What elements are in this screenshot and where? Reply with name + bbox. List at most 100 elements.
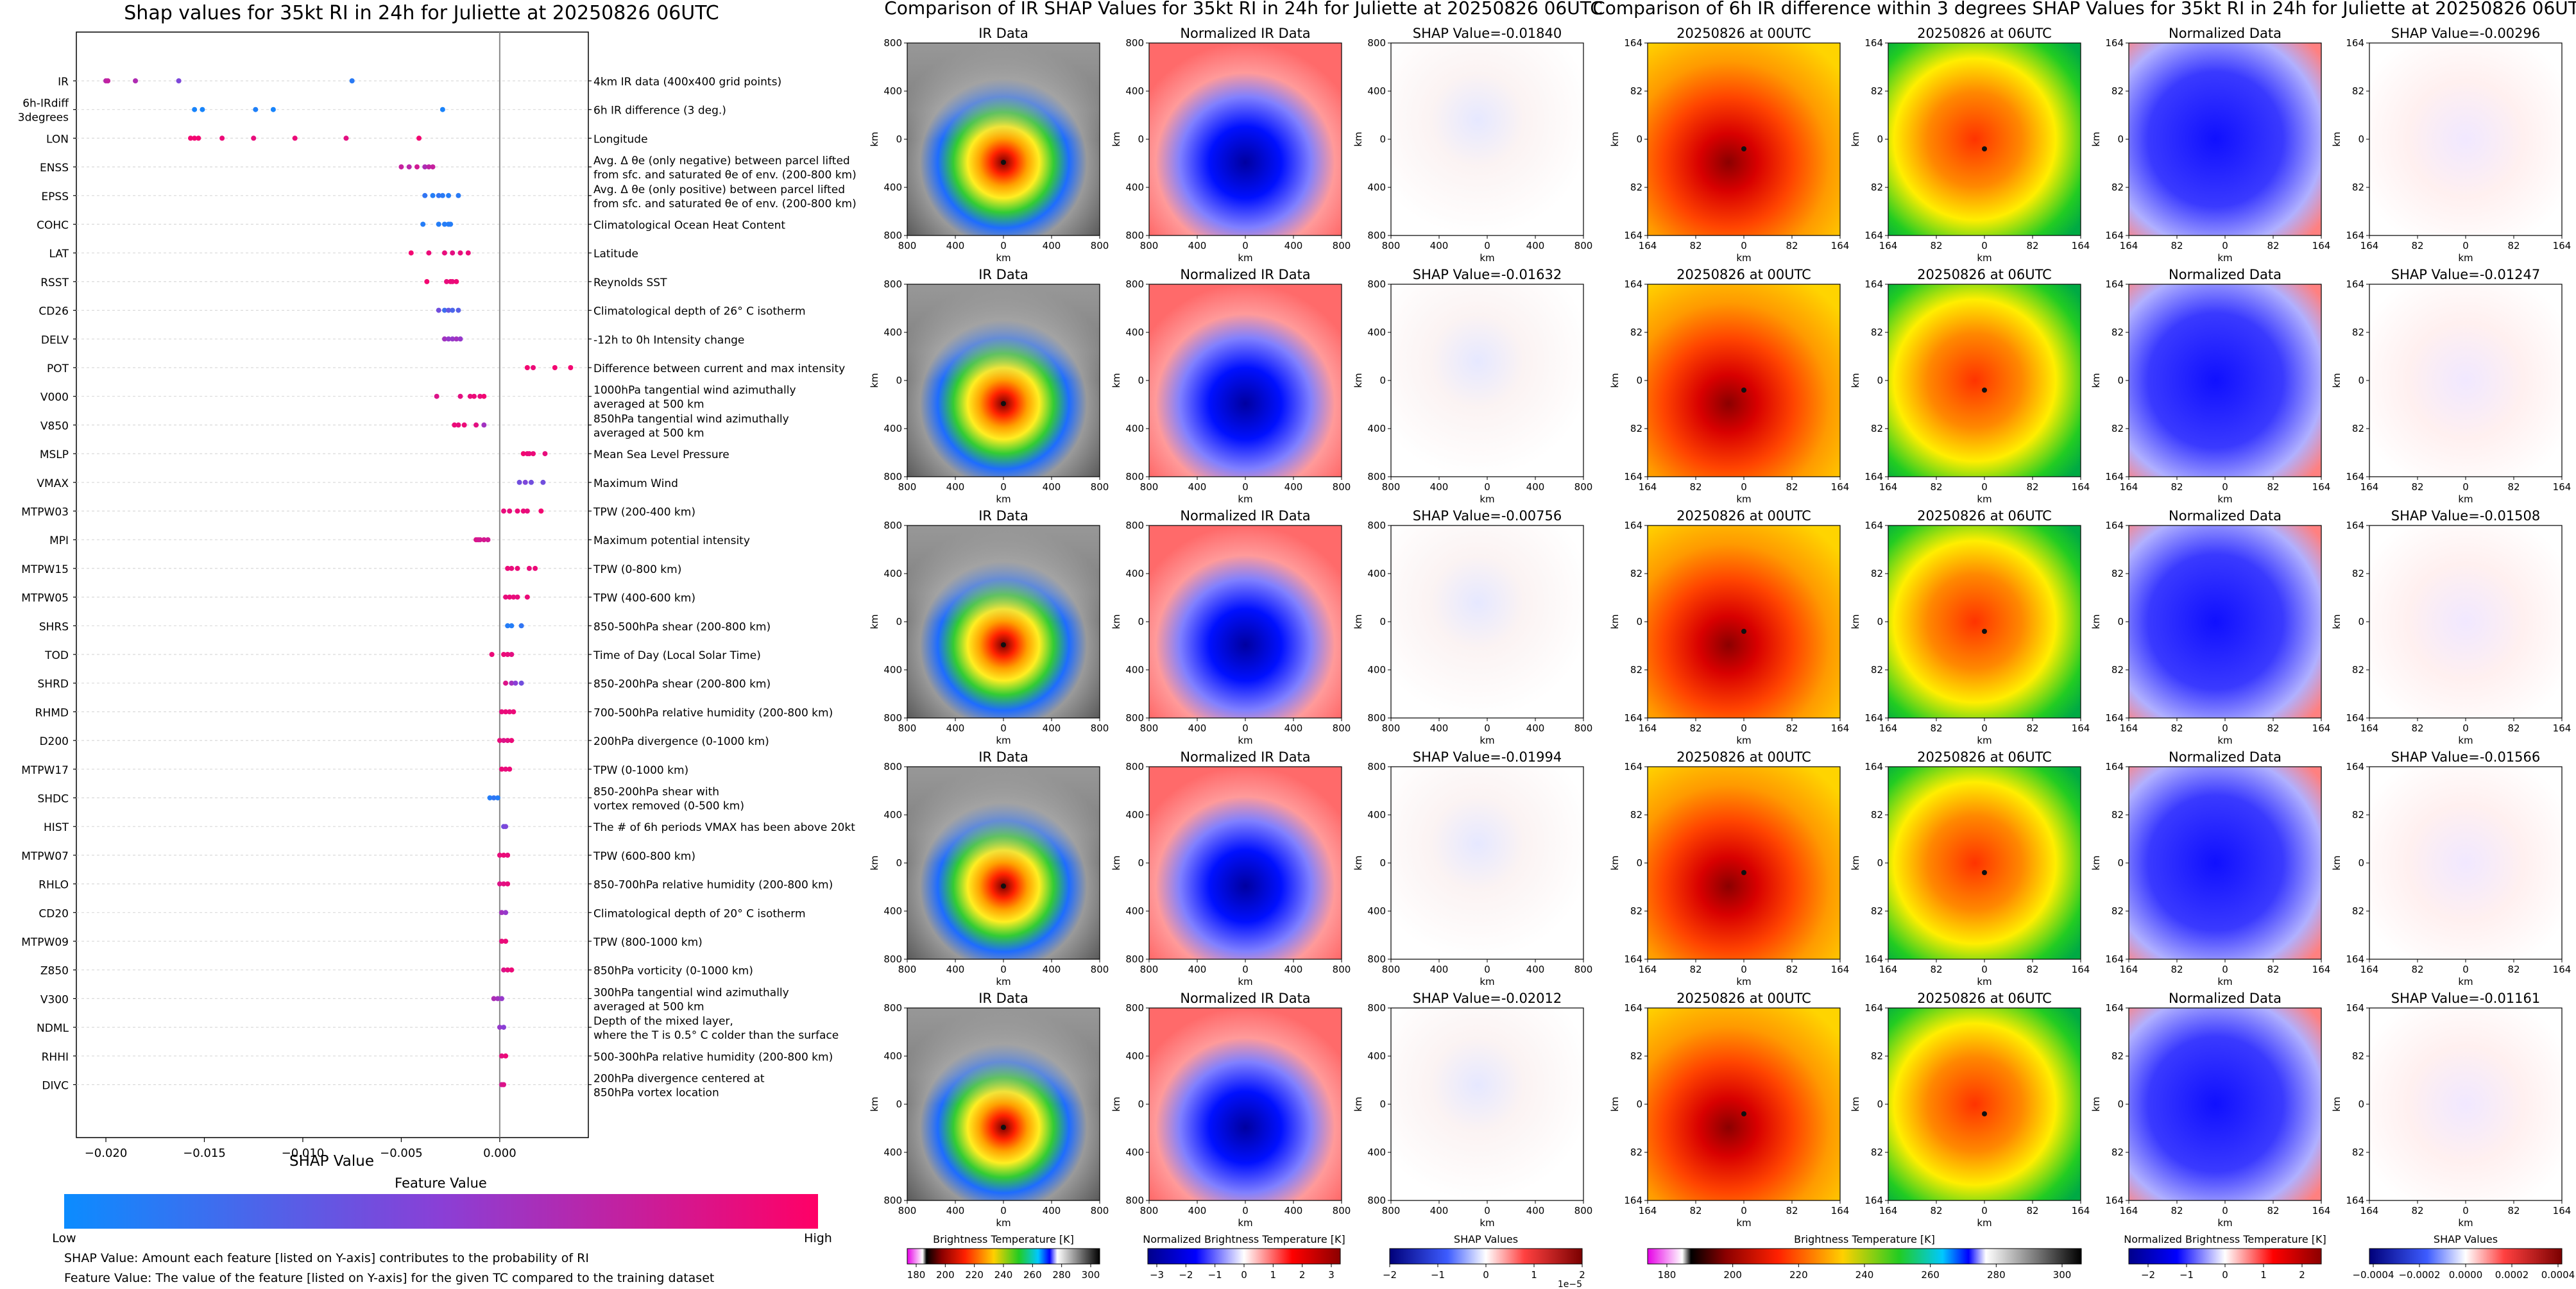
panel-title: 20250826 at 06UTC (1917, 749, 2052, 765)
panel-x-tick-label: 164 (2553, 481, 2572, 493)
storm-eye (1982, 1111, 1987, 1116)
panel-y-tick-label: 800 (883, 953, 902, 965)
panel-x-tick-label: 82 (2507, 964, 2520, 975)
panel-y-label: km (2331, 855, 2342, 870)
shap-point (515, 565, 520, 571)
panel-x-tick-label: 400 (1043, 240, 1061, 252)
shap-point (509, 565, 515, 571)
panel-y-tick-label: 800 (1367, 712, 1386, 724)
colorbar-tick-label: 220 (1789, 1269, 1808, 1281)
feature-description: TPW (600-800 km) (593, 850, 695, 863)
storm-eye (1741, 629, 1746, 634)
shap-point (503, 939, 509, 944)
panel-x-tick-label: 400 (1526, 1205, 1545, 1216)
shap-point (491, 996, 497, 1002)
feature-code: V300 (40, 993, 69, 1006)
panel-x-tick-label: 400 (1526, 722, 1545, 734)
panel-y-tick-label: 164 (1624, 471, 1642, 482)
panel-x-label: km (1736, 976, 1751, 987)
feature-description: Avg. Δ θe (only negative) between parcel… (593, 155, 857, 182)
panel-x-tick-label: 164 (2120, 722, 2138, 734)
panel-y-tick-label: 0 (896, 857, 902, 869)
panel-y-label: km (1850, 614, 1861, 629)
feature-description: Longitude (593, 133, 648, 146)
shap-point (509, 967, 515, 973)
panel-y-tick-label: 0 (1379, 1098, 1386, 1110)
panel-y-tick-label: 164 (1864, 37, 1883, 49)
colorbar-tick-label: −0.0004 (2352, 1269, 2394, 1281)
panel-x-tick-label: 400 (946, 240, 965, 252)
panel-y-tick-label: 164 (2346, 37, 2364, 49)
shap-point (292, 135, 298, 141)
panel-y-tick-label: 0 (896, 616, 902, 627)
colorbar-tick-label: 1 (1531, 1269, 1537, 1281)
panel-x-tick-label: 82 (2507, 722, 2520, 734)
feature-code: V850 (40, 420, 69, 432)
feature-description: 850-700hPa relative humidity (200-800 km… (593, 879, 833, 892)
panel-x-tick-label: 164 (2312, 481, 2331, 493)
storm-eye (1741, 870, 1746, 875)
panel-x-tick-label: 0 (2222, 1205, 2228, 1216)
panel-title: Normalized IR Data (1180, 26, 1310, 41)
panel-y-tick-label: 82 (2111, 1050, 2124, 1062)
colorbar-tick-label: −0.0002 (2398, 1269, 2440, 1281)
panel-x-tick-label: 82 (1930, 722, 1942, 734)
shap-point (446, 336, 452, 342)
panel-y-tick-label: 164 (2105, 471, 2124, 482)
feature-code: 6h-IRdiff 3degrees (18, 98, 70, 124)
panel-x-tick-label: 82 (2267, 481, 2279, 493)
panel-title: SHAP Value=-0.01632 (1413, 267, 1562, 282)
shap-point (430, 192, 436, 198)
panel-x-label: km (1736, 493, 1751, 505)
shap-point (471, 393, 477, 399)
panel-y-tick-label: 82 (1871, 423, 1883, 434)
feature-description: 1000hPa tangential wind azimuthally avera… (593, 384, 796, 411)
panel-x-tick-label: 82 (1786, 722, 1798, 734)
panel-y-tick-label: 400 (1367, 1050, 1386, 1062)
feature-description: 850-200hPa shear with vortex removed (0-5… (593, 786, 744, 813)
shap-point (552, 365, 558, 370)
shap-point (503, 824, 509, 830)
panel-x-tick-label: 82 (2411, 722, 2423, 734)
feature-description: Mean Sea Level Pressure (593, 448, 729, 461)
panel-x-label: km (2458, 252, 2473, 264)
shap-point (497, 881, 502, 887)
panel-x-tick-label: 400 (946, 964, 965, 975)
panel-y-label: km (2090, 132, 2102, 146)
panel-x-label: km (1736, 735, 1751, 746)
shap-point (516, 479, 522, 485)
panel-x-tick-label: 400 (1188, 964, 1207, 975)
panel-y-tick-label: 0 (1138, 133, 1144, 145)
panel-x-tick-label: 82 (2411, 1205, 2423, 1216)
panel-x-tick-label: 800 (1140, 964, 1159, 975)
panel-x-tick-label: 82 (2026, 240, 2038, 252)
colorbar-tick-label: 1 (2260, 1269, 2267, 1281)
shap-point (444, 278, 450, 284)
shap-point (515, 508, 520, 514)
panel-y-tick-label: 0 (896, 375, 902, 386)
panel-y-tick-label: 800 (1125, 278, 1144, 290)
shap-point (349, 78, 355, 83)
storm-eye (1982, 146, 1987, 151)
panel-y-tick-label: 164 (1864, 953, 1883, 965)
panel-y-tick-label: 0 (1138, 1098, 1144, 1110)
panel-x-tick-label: 82 (1786, 964, 1798, 975)
feature-code: RHHI (42, 1051, 69, 1064)
shap-point (450, 278, 456, 284)
colorbar-label: Normalized Brightness Temperature [K] (2124, 1233, 2326, 1245)
panel-x-tick-label: 82 (2171, 722, 2183, 734)
panel-y-tick-label: 164 (1624, 1195, 1642, 1206)
heatmap-image (1391, 1008, 1583, 1200)
panel-x-tick-label: 800 (1091, 722, 1109, 734)
panel-y-tick-label: 400 (1367, 85, 1386, 97)
panel-y-tick-label: 400 (1125, 1147, 1144, 1158)
panel-y-label: km (1352, 373, 1364, 388)
panel-y-tick-label: 0 (1877, 857, 1883, 869)
panel-y-tick-label: 164 (2105, 37, 2124, 49)
shap-point (499, 1053, 504, 1059)
shap-point (219, 135, 225, 141)
panel-y-tick-label: 164 (2346, 761, 2364, 773)
colorbar-tick-label: 1 (1270, 1269, 1277, 1281)
panel-x-tick-label: 400 (1043, 722, 1061, 734)
